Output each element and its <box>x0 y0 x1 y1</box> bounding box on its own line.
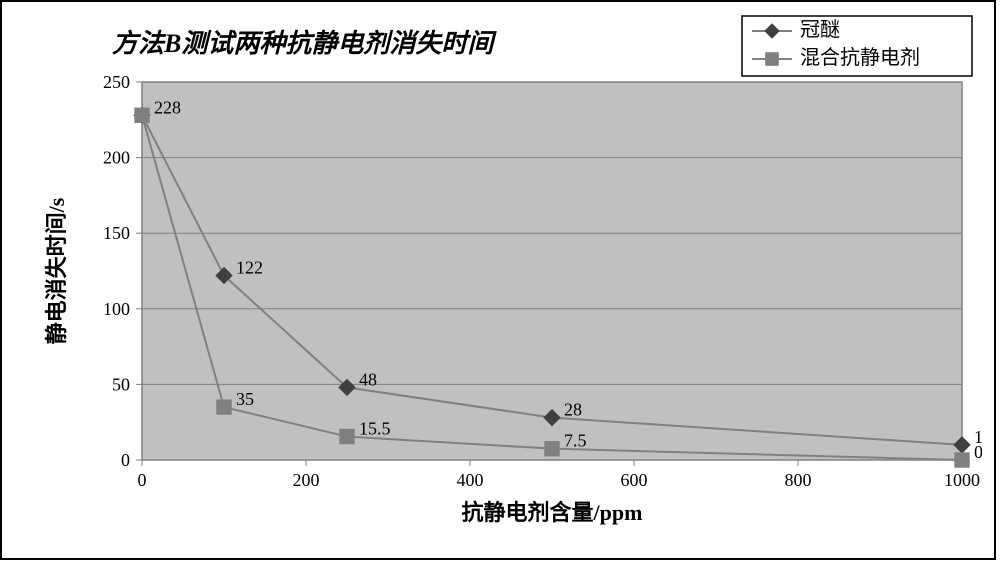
chart-svg: 0 200 400 600 800 1000 0 50 100 150 200 250 方法B测试两种抗… <box>22 10 982 554</box>
marker-square <box>217 400 231 414</box>
x-axis-label: 抗静电剂含量/ppm <box>462 500 643 525</box>
ytick-label: 250 <box>103 72 130 92</box>
data-label: 7.5 <box>564 431 587 451</box>
ytick-label: 200 <box>103 148 130 168</box>
xtick-label: 800 <box>785 470 812 490</box>
ytick-label: 0 <box>121 450 130 470</box>
data-label: 48 <box>359 369 377 389</box>
marker-square <box>545 441 559 455</box>
legend-label: 冠醚 <box>800 18 840 41</box>
marker-square <box>955 453 969 467</box>
data-label: 0 <box>974 442 982 462</box>
ytick-label: 50 <box>112 374 130 394</box>
ytick-label: 150 <box>103 223 130 243</box>
chart-container: 0 200 400 600 800 1000 0 50 100 150 200 250 方法B测试两种抗… <box>22 10 982 554</box>
y-axis-label: 静电消失时间/s <box>44 197 69 344</box>
legend-label: 混合抗静电剂 <box>800 46 920 69</box>
chart-title: 方法B测试两种抗静电剂消失时间 <box>112 29 497 58</box>
marker-square <box>766 53 779 66</box>
xtick-label: 200 <box>293 470 320 490</box>
xtick-label: 600 <box>621 470 648 490</box>
data-label: 28 <box>564 400 582 420</box>
data-label: 35 <box>236 389 254 409</box>
xtick-label: 1000 <box>944 470 980 490</box>
chart-frame: 0 200 400 600 800 1000 0 50 100 150 200 250 方法B测试两种抗… <box>0 0 996 560</box>
xtick-label: 400 <box>457 470 484 490</box>
marker-square <box>135 108 149 122</box>
data-label: 228 <box>154 97 181 117</box>
ytick-label: 100 <box>103 299 130 319</box>
marker-square <box>340 429 354 443</box>
xtick-label: 0 <box>138 470 147 490</box>
data-label: 122 <box>236 258 263 278</box>
data-label: 15.5 <box>359 419 391 439</box>
plot-area <box>142 82 962 460</box>
